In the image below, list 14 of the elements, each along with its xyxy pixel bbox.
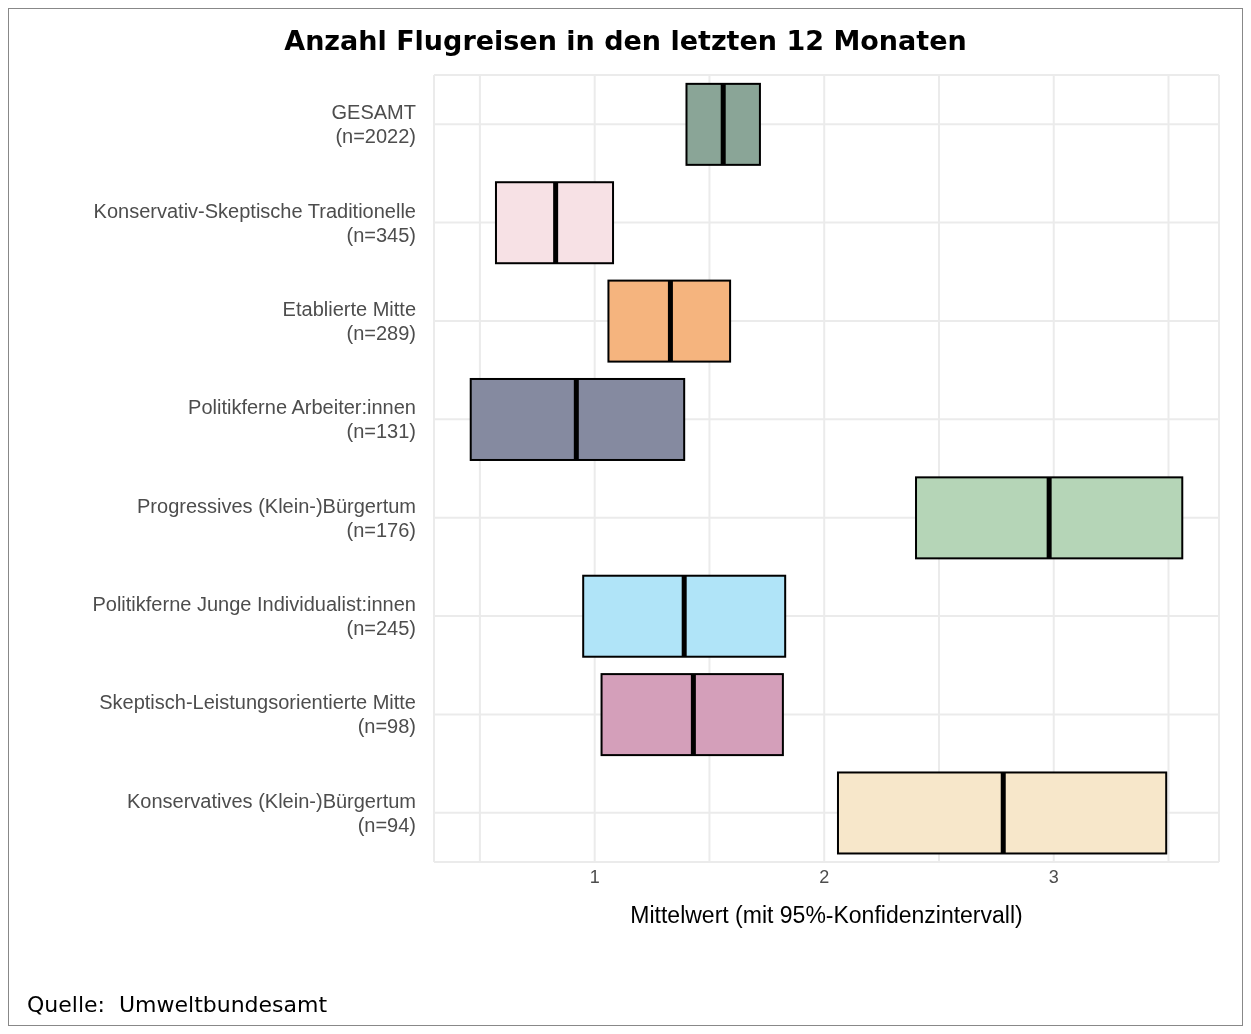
y-tick-label: Skeptisch-Leistungsorientierte Mitte (n=98)	[99, 691, 416, 738]
x-axis-title: Mittelwert (mit 95%-Konfidenzintervall)	[630, 902, 1023, 928]
x-tick-label: 2	[819, 866, 830, 887]
y-tick-label: GESAMT (n=2022)	[331, 101, 416, 148]
y-tick-label: Progressives (Klein-)Bürgertum (n=176)	[137, 494, 416, 541]
source-note: Quelle: Umweltbundesamt	[27, 992, 328, 1017]
y-tick-label: Politikferne Junge Individualist:innen (n=245)	[92, 593, 416, 640]
y-tick-label: Konservatives (Klein-)Bürgertum (n=94)	[127, 789, 416, 836]
chart-title: Anzahl Flugreisen in den letzten 12 Monaten	[283, 25, 968, 56]
y-tick-label: Konservativ-Skeptische Traditionelle (n=345)	[93, 199, 416, 246]
y-tick-label: Etablierte Mitte (n=289)	[282, 297, 416, 344]
y-tick-label: Politikferne Arbeiter:innen (n=131)	[188, 396, 416, 443]
x-tick-label: 1	[589, 866, 600, 887]
x-tick-label: 3	[1048, 866, 1059, 887]
